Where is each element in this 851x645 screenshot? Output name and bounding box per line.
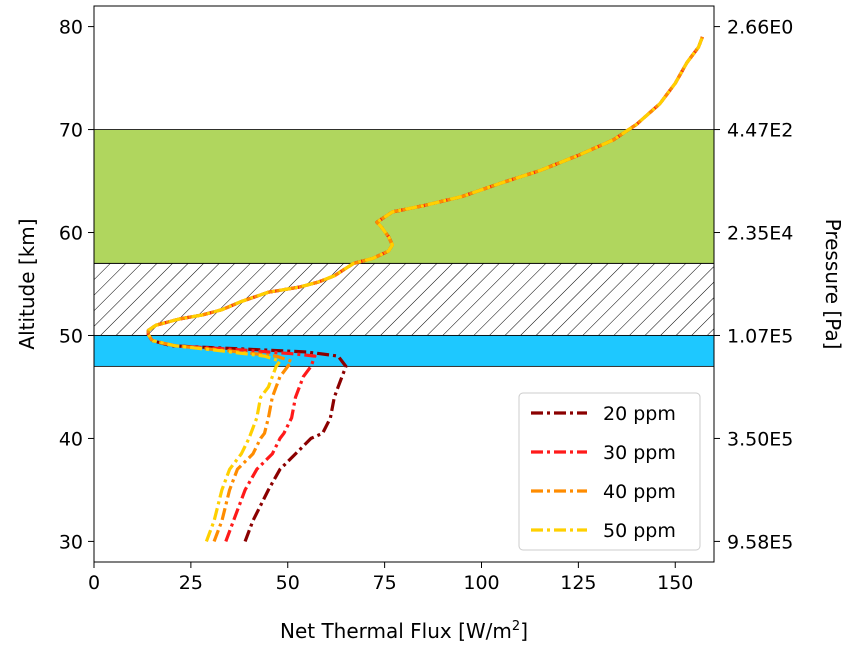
right-tick-label: 1.07E5 [727,325,793,347]
right-tick-label: 2.35E4 [727,223,793,245]
legend: 20 ppm 30 ppm 40 ppm 50 ppm [518,392,701,551]
flux-lines [146,36,704,542]
right-tick-label: 9.58E5 [727,531,793,553]
y-tick-label: 60 [59,223,83,245]
upper-profile-line [146,36,704,342]
y-axis-right-label: Pressure [Pa] [821,219,845,350]
x-tick-label: 50 [276,572,300,594]
right-tick-label: 2.66E0 [727,17,793,39]
x-tick-label: 150 [657,572,693,594]
legend-label: 30 ppm [603,442,676,464]
legend-box [518,392,701,551]
right-tick-label: 3.50E5 [727,428,793,450]
y-tick-label: 70 [59,120,83,142]
legend-label: 40 ppm [603,481,676,503]
x-axis: 0 25 50 75 100 125 150 [88,562,693,594]
colored-band [94,335,714,367]
x-tick-label: 125 [560,572,596,594]
y-axis-right: 9.58E5 3.50E5 1.07E5 2.35E4 4.47E2 2.66E0 [714,17,793,553]
right-tick-label: 4.47E2 [727,120,793,142]
series-line-50-ppm [151,339,282,542]
series-line-40-ppm [151,339,294,542]
x-tick-label: 100 [463,572,499,594]
y-tick-label: 40 [59,428,83,450]
y-tick-label: 80 [59,17,83,39]
hatched-band [94,262,714,336]
y-tick-label: 30 [59,531,83,553]
altitude-bands [94,129,714,367]
series-line-20-ppm [151,339,348,542]
colored-band [94,129,714,264]
y-tick-label: 50 [59,325,83,347]
x-axis-label: Net Thermal Flux [W/m2] [280,619,528,643]
series-line-30-ppm [151,339,317,542]
x-tick-label: 75 [373,572,397,594]
x-tick-label: 0 [88,572,100,594]
legend-label: 20 ppm [603,403,676,425]
legend-label: 50 ppm [603,520,676,542]
plot-frame [93,5,715,563]
y-axis-label: Altitude [km] [15,218,39,349]
y-axis-left: 30 40 50 60 70 80 [59,17,94,553]
x-tick-label: 25 [179,572,203,594]
